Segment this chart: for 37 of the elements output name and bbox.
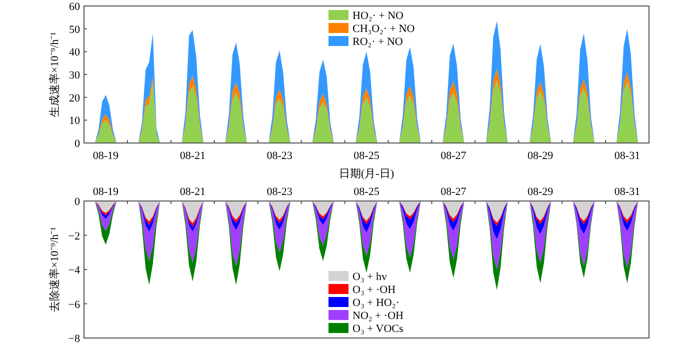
y-tick-label: 60 <box>69 1 80 13</box>
y-tick-label: 0 <box>74 138 80 150</box>
y-tick-label: 20 <box>69 92 80 104</box>
x-tick-label: 08-31 <box>614 150 640 162</box>
x-tick-label: 08-23 <box>266 186 293 198</box>
x-tick-label: 08-25 <box>354 186 380 198</box>
legend-label: NO₂ + ·OH <box>352 310 404 322</box>
legend-label: CH₃O₂· + NO <box>352 23 415 35</box>
x-tick-label: 08-25 <box>354 150 380 162</box>
y-tick-label: −8 <box>68 333 80 345</box>
y-tick-label: −2 <box>68 230 80 242</box>
x-tick-label: 08-29 <box>528 186 554 198</box>
legend-label: RO₂· + NO <box>352 36 403 48</box>
x-tick-label: 08-27 <box>440 150 467 162</box>
x-tick-label: 08-19 <box>92 186 120 198</box>
x-tick-label: 08-29 <box>528 150 554 162</box>
y-tick-label: 0 <box>74 196 80 208</box>
y-tick-label: −6 <box>68 298 80 311</box>
legend-label: O₃ + HO₂· <box>352 297 400 309</box>
y-tick-label: −4 <box>68 264 80 276</box>
y-tick-label: 40 <box>69 46 80 59</box>
y-tick-label: 10 <box>69 115 80 128</box>
x-tick-label: 08-19 <box>92 150 120 162</box>
y-tick-label: 30 <box>69 70 80 82</box>
legend-label: O₃ + VOCs <box>352 323 404 335</box>
x-tick-label: 08-27 <box>440 186 467 198</box>
x-axis-title: 日期(月-日) <box>339 168 394 180</box>
x-tick-label: 08-23 <box>266 150 293 162</box>
y-axis-title: 生成速率×10⁻⁹/h⁻¹ <box>48 32 61 117</box>
legend-label: O₃ + hv <box>352 271 388 283</box>
y-tick-label: 50 <box>69 24 80 36</box>
x-tick-label: 08-21 <box>180 186 206 198</box>
y-axis-title: 去除速率×10⁻⁹/h⁻¹ <box>48 227 61 312</box>
x-tick-label: 08-31 <box>614 186 640 198</box>
legend-label: O₃ + ·OH <box>352 284 396 296</box>
legend-label: HO₂· + NO <box>352 10 404 22</box>
x-tick-label: 08-21 <box>180 150 206 162</box>
